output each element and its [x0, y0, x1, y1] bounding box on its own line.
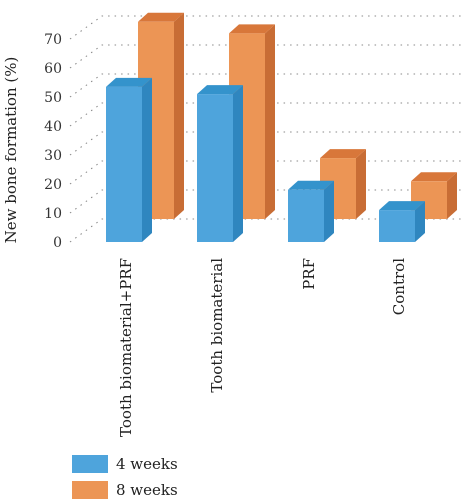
- y-tick-label: 20: [44, 177, 62, 193]
- legend: 4 weeks 8 weeks: [72, 455, 178, 499]
- bar-side-face: [447, 172, 457, 219]
- bar: [288, 180, 334, 242]
- category-label: PRF: [300, 258, 318, 290]
- y-tick-label: 0: [53, 235, 62, 251]
- bar-front-face: [197, 94, 233, 242]
- bar-top-face: [138, 12, 184, 22]
- gridline: [69, 44, 462, 69]
- bar-side-face: [415, 201, 425, 242]
- bar-side-face: [356, 149, 366, 219]
- category-label: Control: [390, 258, 408, 315]
- bar-top-face: [411, 172, 457, 182]
- bar-top-face: [320, 149, 366, 159]
- gridline: [69, 73, 462, 98]
- y-tick-label: 70: [44, 32, 62, 48]
- bar-top-face: [197, 85, 243, 95]
- bar-side-face: [324, 180, 334, 242]
- gridlines: [69, 15, 462, 243]
- gridline: [69, 218, 462, 243]
- bar-top-face: [379, 201, 425, 211]
- y-tick-label: 10: [44, 206, 62, 222]
- bar-front-face: [288, 189, 324, 242]
- legend-swatch: [72, 455, 108, 473]
- category-label: Tooth biomaterial+PRF: [117, 258, 135, 437]
- y-tick-label: 30: [44, 148, 62, 164]
- bar-top-face: [288, 180, 334, 190]
- y-axis-ticks: 0 10 20 30 40 50 60 70: [44, 32, 62, 251]
- category-label: Tooth biomaterial: [208, 258, 226, 393]
- y-tick-label: 60: [44, 61, 62, 77]
- legend-swatch: [72, 481, 108, 499]
- y-axis-label: New bone formation (%): [2, 57, 20, 244]
- x-axis-categories: Tooth biomaterial+PRF Tooth biomaterial PR…: [117, 258, 408, 437]
- bar: [197, 85, 243, 242]
- bar-side-face: [142, 77, 152, 242]
- gridline: [69, 160, 462, 185]
- bar: [106, 77, 152, 242]
- bar-side-face: [233, 85, 243, 242]
- gridline: [69, 15, 462, 40]
- legend-label: 8 weeks: [116, 481, 178, 499]
- bar-front-face: [106, 86, 142, 242]
- bar-side-face: [265, 24, 275, 220]
- bar-top-face: [106, 77, 152, 87]
- bar: [379, 201, 425, 242]
- bars-4-weeks: [106, 77, 425, 242]
- y-tick-label: 50: [44, 90, 62, 106]
- bar-side-face: [174, 12, 184, 219]
- legend-label: 4 weeks: [116, 455, 178, 473]
- bar-front-face: [379, 210, 415, 242]
- y-tick-label: 40: [44, 119, 62, 135]
- gridline: [69, 131, 462, 156]
- bar-top-face: [229, 24, 275, 34]
- gridline: [69, 189, 462, 214]
- gridline: [69, 102, 462, 127]
